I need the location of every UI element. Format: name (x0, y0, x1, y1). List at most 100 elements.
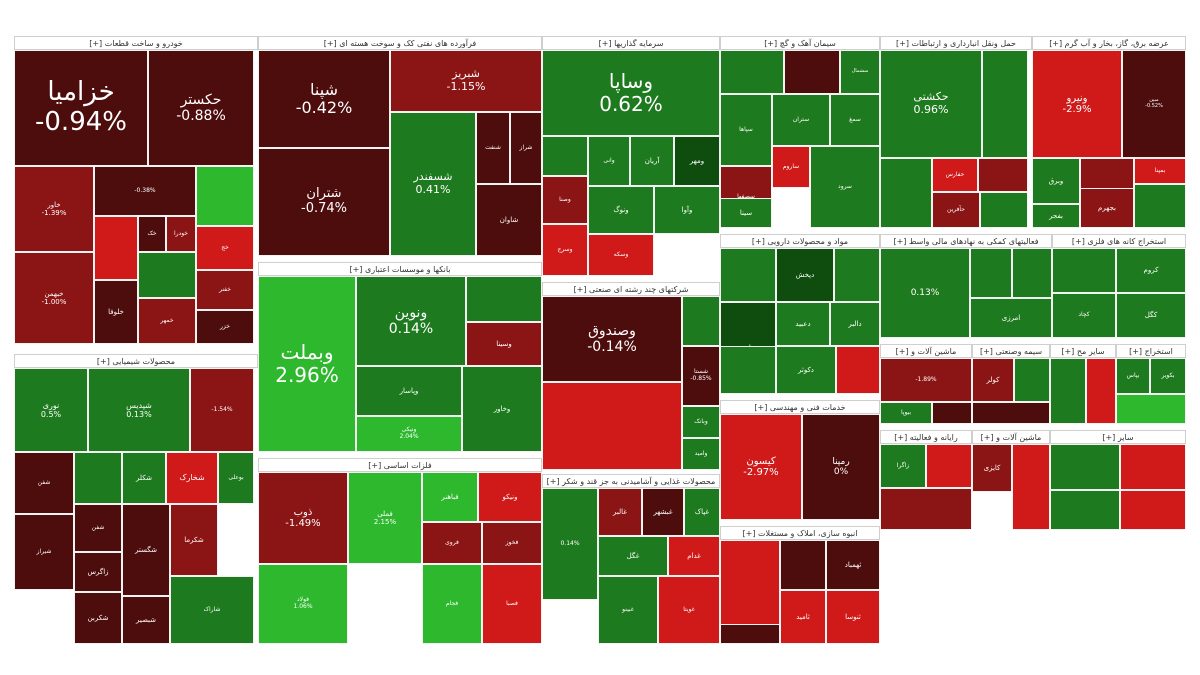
stock-tile[interactable]: -1.89% (880, 358, 972, 402)
stock-tile[interactable] (1014, 358, 1050, 402)
stock-tile[interactable]: وسینا (466, 322, 542, 366)
stock-tile[interactable]: سشمال (840, 50, 880, 94)
sector-header[interactable]: عرضه برق، گاز، بخار و آب گرم [+] (1032, 36, 1186, 50)
stock-tile[interactable] (1012, 248, 1052, 298)
stock-tile[interactable]: شنفت (476, 112, 510, 184)
sector-header[interactable]: خودرو و ساخت قطعات [+] (14, 36, 258, 50)
stock-tile[interactable] (880, 158, 932, 228)
stock-tile[interactable]: شخارک (166, 452, 218, 504)
sector-header[interactable]: انبوه سازی، املاک و مستغلات [+] (720, 526, 880, 540)
stock-tile[interactable]: کیسون -2.97% (720, 414, 802, 520)
sector-header[interactable]: فرآورده های نفتی کک و سوخت هسته ای [+] (258, 36, 542, 50)
stock-tile[interactable] (1116, 394, 1186, 424)
stock-tile[interactable]: وامید (682, 438, 720, 470)
stock-tile[interactable]: غگل (598, 536, 668, 576)
stock-tile[interactable]: سپاها (720, 94, 772, 166)
stock-tile[interactable]: فملی 2.15% (348, 472, 422, 564)
stock-tile[interactable]: فخوز (482, 522, 542, 564)
stock-tile[interactable] (836, 346, 880, 394)
stock-tile[interactable]: زاگرس (74, 552, 122, 592)
stock-tile[interactable]: ثامید (780, 590, 826, 644)
sector-header[interactable]: استخراج [+] (1116, 344, 1186, 358)
stock-tile[interactable]: غبینو (598, 576, 658, 644)
stock-tile[interactable]: وآوا (654, 186, 720, 234)
stock-tile[interactable]: شراز (510, 112, 542, 184)
stock-tile[interactable]: وسرج (542, 224, 588, 276)
stock-tile[interactable]: شیراز (14, 514, 74, 590)
stock-tile[interactable] (1120, 444, 1186, 490)
stock-tile[interactable]: حکستر -0.88% (148, 50, 254, 166)
stock-tile[interactable]: زاگرا (880, 444, 926, 488)
stock-tile[interactable] (926, 444, 972, 488)
stock-tile[interactable] (932, 402, 972, 424)
sector-header[interactable]: محصولات غذایی و آشامیدنی به جز قند و شکر… (542, 474, 720, 488)
stock-tile[interactable]: 0.13% (880, 248, 970, 338)
stock-tile[interactable]: شاراک (170, 576, 254, 644)
stock-tile[interactable] (1052, 248, 1116, 293)
stock-tile[interactable]: وصنا (542, 176, 588, 224)
stock-tile[interactable]: شگستر (122, 504, 170, 596)
stock-tile[interactable]: خاور -1.39% (14, 166, 94, 252)
stock-tile[interactable]: بوعلی (218, 452, 254, 504)
sector-header[interactable]: فعالیتهای کمکی به نهادهای مالی واسط [+] (880, 234, 1052, 248)
stock-tile[interactable]: غویتا (658, 576, 720, 644)
stock-tile[interactable]: خلوفا (94, 280, 138, 344)
stock-tile[interactable]: شفن (74, 504, 122, 552)
stock-tile[interactable]: بجهرم (1080, 188, 1134, 228)
stock-tile[interactable]: دعبید (776, 302, 830, 346)
stock-tile[interactable]: سمغ (830, 94, 880, 146)
stock-tile[interactable]: فجام (422, 564, 482, 644)
stock-tile[interactable]: خبهمن -1.00% (14, 252, 94, 344)
stock-tile[interactable]: ذوب -1.49% (258, 472, 348, 564)
stock-tile[interactable]: وبرق (1032, 158, 1080, 204)
stock-tile[interactable]: شبریز -1.15% (390, 50, 542, 112)
stock-tile[interactable]: حآفرین (932, 192, 980, 228)
stock-tile[interactable]: شاوان (476, 184, 542, 256)
stock-tile[interactable]: خزر (196, 310, 254, 344)
stock-tile[interactable]: کولر (972, 358, 1014, 402)
sector-header[interactable]: سایر [+] (1050, 430, 1186, 444)
sector-header[interactable]: ماشین آلات و [+] (880, 344, 972, 358)
stock-tile[interactable]: دپخش (776, 248, 834, 302)
stock-tile[interactable]: وسکه (588, 234, 654, 276)
stock-tile[interactable] (542, 382, 682, 470)
stock-tile[interactable]: دالبر (830, 302, 880, 346)
stock-tile[interactable]: ستران (772, 94, 830, 146)
stock-tile[interactable] (834, 248, 880, 302)
stock-tile[interactable]: غالبر (598, 488, 642, 536)
stock-tile[interactable] (682, 296, 720, 346)
stock-tile[interactable]: شکربن (74, 592, 122, 644)
stock-tile[interactable]: حکشتی 0.96% (880, 50, 982, 158)
stock-tile[interactable]: وانی (588, 136, 630, 186)
sector-header[interactable]: خدمات فنی و مهندسی [+] (720, 400, 880, 414)
stock-tile[interactable]: فباهنر (422, 472, 478, 522)
stock-tile[interactable]: بمپنا (1134, 158, 1186, 184)
sector-header[interactable]: سیمان آهک و گچ [+] (720, 36, 880, 50)
stock-tile[interactable] (982, 50, 1028, 158)
stock-tile[interactable] (720, 50, 784, 94)
stock-tile[interactable]: وبملت 2.96% (258, 276, 356, 452)
stock-tile[interactable] (972, 402, 1050, 424)
stock-tile[interactable]: شپنا -0.42% (258, 50, 390, 148)
stock-tile[interactable]: سینا (720, 198, 772, 228)
stock-tile[interactable] (542, 136, 588, 176)
stock-tile[interactable]: ونوین 0.14% (356, 276, 466, 366)
stock-tile[interactable]: سرود (810, 146, 880, 228)
stock-tile[interactable]: نوری 0.5% (14, 368, 88, 452)
stock-tile[interactable]: کچاد (1052, 293, 1116, 338)
sector-header[interactable]: سرمایه گذاریها [+] (542, 36, 720, 50)
stock-tile[interactable]: شبصیر (122, 596, 170, 644)
sector-header[interactable]: فلزات اساسی [+] (258, 458, 542, 472)
stock-tile[interactable]: شپدیس 0.13% (88, 368, 190, 452)
stock-tile[interactable]: فروی (422, 522, 482, 564)
stock-tile[interactable]: غدام (668, 536, 720, 576)
stock-tile[interactable]: مبین -0.52% (1122, 50, 1186, 158)
stock-tile[interactable]: خمهر (138, 298, 196, 344)
stock-tile[interactable]: وصندوق -0.14% (542, 296, 682, 382)
stock-tile[interactable] (466, 276, 542, 322)
stock-tile[interactable]: فصبا (482, 564, 542, 644)
stock-tile[interactable] (1050, 358, 1086, 424)
sector-header[interactable]: بانکها و موسسات اعتباری [+] (258, 262, 542, 276)
stock-tile[interactable]: ثهمباد (826, 540, 880, 590)
sector-header[interactable]: سایر مح [+] (1050, 344, 1116, 358)
